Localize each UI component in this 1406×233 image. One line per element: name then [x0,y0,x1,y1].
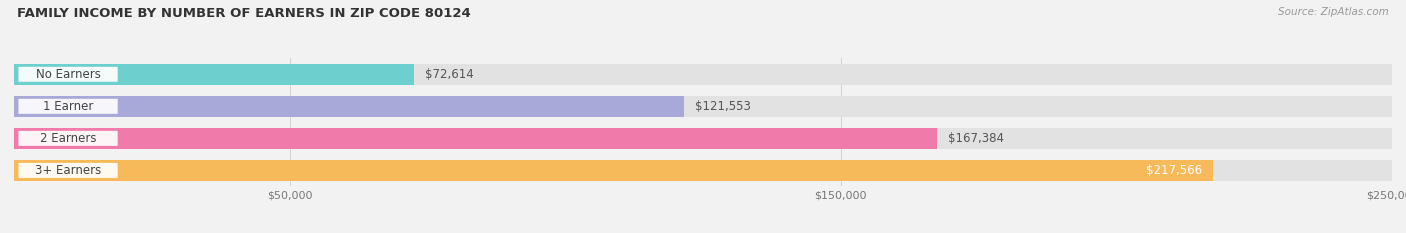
Text: $217,566: $217,566 [1146,164,1202,177]
Text: $167,384: $167,384 [948,132,1004,145]
Bar [14,96,683,117]
Bar [14,64,1392,85]
Text: FAMILY INCOME BY NUMBER OF EARNERS IN ZIP CODE 80124: FAMILY INCOME BY NUMBER OF EARNERS IN ZI… [17,7,471,20]
Text: 3+ Earners: 3+ Earners [35,164,101,177]
Bar [14,128,1392,149]
Text: $121,553: $121,553 [695,100,751,113]
Bar [14,160,1213,181]
FancyBboxPatch shape [18,163,118,178]
FancyBboxPatch shape [18,131,118,146]
FancyBboxPatch shape [18,99,118,114]
Bar [14,96,1392,117]
Bar [14,64,415,85]
Bar [14,128,936,149]
Text: No Earners: No Earners [35,68,100,81]
Text: 2 Earners: 2 Earners [39,132,97,145]
Text: Source: ZipAtlas.com: Source: ZipAtlas.com [1278,7,1389,17]
Text: 1 Earner: 1 Earner [44,100,93,113]
Text: $72,614: $72,614 [425,68,474,81]
FancyBboxPatch shape [18,67,118,82]
Bar [14,160,1392,181]
